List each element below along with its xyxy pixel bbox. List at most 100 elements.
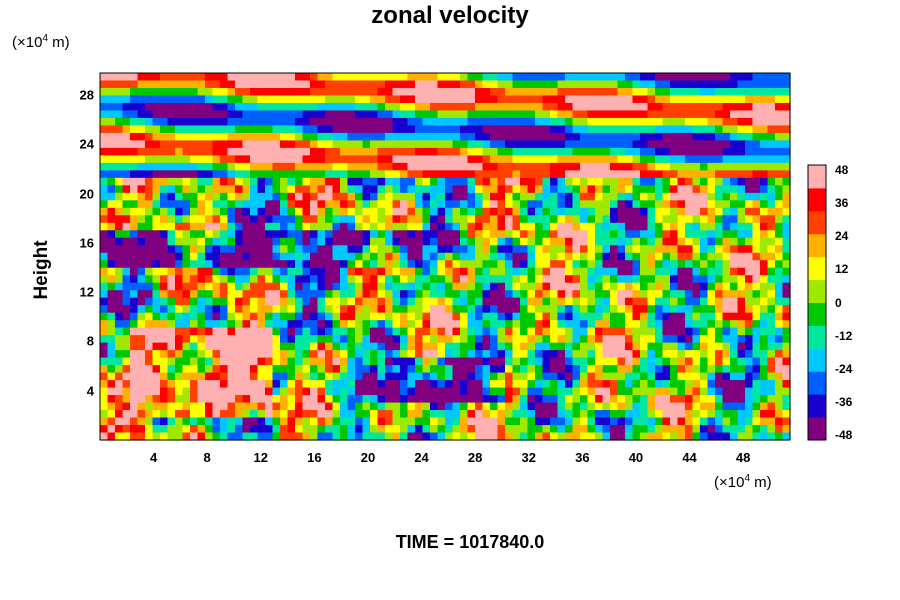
heatmap-cell: [340, 312, 349, 321]
heatmap-cell: [242, 297, 251, 306]
heatmap-cell: [625, 297, 634, 306]
heatmap-cell: [625, 215, 634, 224]
heatmap-cell: [565, 275, 574, 284]
heatmap-cell: [317, 372, 326, 381]
heatmap-cell: [347, 275, 356, 284]
heatmap-cell: [370, 387, 379, 396]
heatmap-cell: [715, 125, 724, 134]
heatmap-cell: [430, 305, 439, 314]
heatmap-cell: [707, 410, 716, 419]
heatmap-cell: [325, 267, 334, 276]
heatmap-cell: [737, 245, 746, 254]
heatmap-cell: [535, 125, 544, 134]
heatmap-cell: [190, 365, 199, 374]
heatmap-cell: [272, 312, 281, 321]
heatmap-cell: [160, 177, 169, 186]
heatmap-cell: [355, 132, 364, 142]
heatmap-cell: [235, 372, 244, 381]
heatmap-cell: [355, 312, 364, 321]
heatmap-cell: [580, 357, 589, 366]
heatmap-cell: [685, 237, 694, 246]
heatmap-cell: [182, 410, 191, 419]
heatmap-cell: [415, 192, 424, 201]
heatmap-cell: [692, 207, 701, 216]
heatmap-cell: [782, 155, 791, 164]
heatmap-cell: [160, 162, 169, 171]
heatmap-cell: [497, 297, 506, 306]
heatmap-cell: [437, 117, 446, 127]
heatmap-cell: [745, 80, 754, 89]
heatmap-cell: [572, 155, 581, 164]
heatmap-cell: [332, 222, 341, 231]
heatmap-cell: [115, 387, 124, 396]
heatmap-cell: [475, 230, 484, 239]
heatmap-cell: [700, 155, 709, 164]
heatmap-cell: [377, 73, 386, 82]
heatmap-cell: [377, 365, 386, 374]
heatmap-cell: [745, 87, 754, 97]
heatmap-cell: [602, 102, 611, 112]
heatmap-cell: [400, 125, 409, 134]
heatmap-cell: [287, 132, 296, 142]
heatmap-cell: [115, 365, 124, 374]
heatmap-cell: [715, 87, 724, 97]
heatmap-cell: [250, 185, 259, 194]
heatmap-cell: [272, 192, 281, 201]
heatmap-cell: [385, 290, 394, 299]
heatmap-cell: [280, 80, 289, 89]
heatmap-cell: [175, 275, 184, 284]
heatmap-cell: [775, 207, 784, 216]
heatmap-cell: [670, 102, 679, 112]
heatmap-cell: [212, 275, 221, 284]
heatmap-cell: [377, 290, 386, 299]
heatmap-cell: [422, 290, 431, 299]
heatmap-cell: [137, 290, 146, 299]
heatmap-cell: [550, 237, 559, 246]
heatmap-cell: [715, 95, 724, 104]
heatmap-cell: [685, 380, 694, 389]
heatmap-cell: [430, 125, 439, 134]
heatmap-cell: [257, 80, 266, 89]
heatmap-cell: [617, 192, 626, 201]
heatmap-cell: [130, 402, 139, 411]
heatmap-cell: [377, 305, 386, 314]
heatmap-cell: [715, 410, 724, 419]
heatmap-cell: [257, 290, 266, 299]
heatmap-cell: [137, 312, 146, 321]
heatmap-cell: [587, 185, 596, 194]
heatmap-cell: [685, 372, 694, 381]
heatmap-cell: [220, 80, 229, 89]
heatmap-cell: [542, 147, 551, 156]
heatmap-cell: [527, 327, 536, 336]
heatmap-cell: [340, 417, 349, 426]
heatmap-cell: [767, 267, 776, 276]
heatmap-cell: [640, 162, 649, 171]
heatmap-cell: [400, 185, 409, 194]
heatmap-cell: [752, 102, 761, 112]
heatmap-cell: [115, 177, 124, 186]
heatmap-cell: [445, 282, 454, 291]
heatmap-cell: [617, 80, 626, 89]
heatmap-cell: [197, 155, 206, 164]
heatmap-cell: [632, 312, 641, 321]
heatmap-cell: [752, 185, 761, 194]
heatmap-cell: [655, 342, 664, 351]
heatmap-cell: [625, 95, 634, 104]
heatmap-cell: [212, 282, 221, 291]
heatmap-cell: [520, 237, 529, 246]
heatmap-cell: [325, 192, 334, 201]
heatmap-cell: [565, 395, 574, 404]
heatmap-cell: [340, 297, 349, 306]
heatmap-cell: [572, 237, 581, 246]
heatmap-cell: [310, 117, 319, 127]
heatmap-cell: [497, 357, 506, 366]
heatmap-cell: [550, 200, 559, 209]
heatmap-cell: [452, 132, 461, 142]
heatmap-cell: [205, 155, 214, 164]
heatmap-cell: [107, 267, 116, 276]
heatmap-cell: [362, 335, 371, 344]
heatmap-cell: [565, 432, 574, 441]
heatmap-cell: [505, 335, 514, 344]
heatmap-cell: [722, 207, 731, 216]
heatmap-cell: [332, 267, 341, 276]
